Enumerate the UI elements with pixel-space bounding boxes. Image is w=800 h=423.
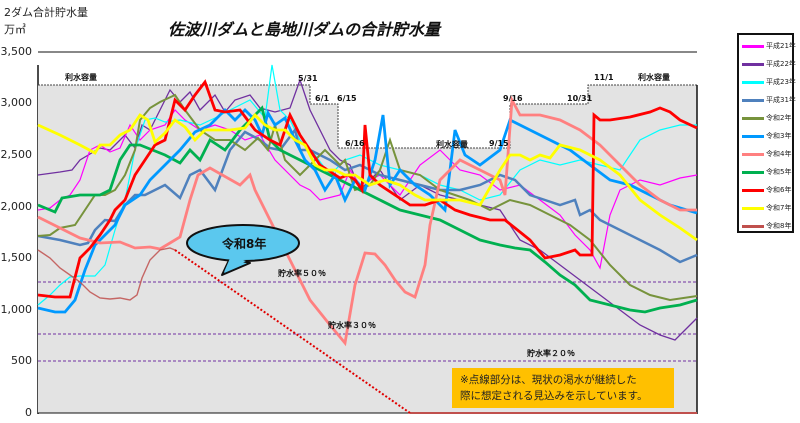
callout-label: 令和8年 (222, 237, 267, 251)
legend-item: 平成21年 (742, 39, 796, 53)
y-tick: 1,000 (0, 303, 33, 316)
legend-item: 令和6年 (742, 183, 791, 197)
capacity-label-right: 利水容量 (638, 73, 670, 82)
y-tick: 2,000 (0, 200, 33, 213)
legend-item: 平成23年 (742, 75, 796, 89)
y-tick: 0 (25, 406, 32, 419)
chart-title: 佐波川ダムと島地川ダムの合計貯水量 (168, 20, 441, 39)
legend-item: 令和7年 (742, 201, 791, 215)
legend-item: 令和5年 (742, 165, 791, 179)
legend-swatch (742, 44, 764, 48)
legend-item: 令和2年 (742, 111, 791, 125)
legend-item: 令和8年 (742, 219, 791, 233)
date-label-9-16: 9/16 (503, 94, 523, 103)
rate-30-label: 貯水率３０％ (328, 321, 376, 330)
legend-item: 平成31年 (742, 93, 796, 107)
chart-legend: 平成21年 平成22年 平成23年 平成31年 令和2年 令和3年 令和4年 令… (737, 33, 796, 233)
y-tick: 1,500 (0, 251, 33, 264)
legend-item: 平成22年 (742, 57, 796, 71)
legend-swatch (742, 62, 764, 66)
legend-swatch (742, 188, 764, 192)
note-line-1: ※点線部分は、現状の渇水が継続した (460, 374, 637, 386)
note-line-2: 際に想定される見込みを示しています。 (460, 390, 648, 402)
rate-50-label: 貯水率５０％ (278, 269, 326, 278)
date-label-6-15: 6/15 (337, 94, 357, 103)
date-label-10-31: 10/31 (567, 94, 593, 103)
legend-swatch (742, 98, 764, 102)
capacity-label-mid: 利水容量 (436, 140, 468, 149)
legend-item: 令和3年 (742, 129, 791, 143)
y-axis-unit: 万㎥ (4, 23, 26, 36)
date-label-6-16: 6/16 (345, 139, 365, 148)
note-box: ※点線部分は、現状の渇水が継続した 際に想定される見込みを示しています。 (452, 368, 674, 408)
legend-swatch (742, 206, 764, 210)
y-tick: 500 (11, 354, 32, 367)
legend-swatch (742, 116, 764, 120)
legend-swatch (742, 134, 764, 138)
date-label-11-1: 11/1 (594, 73, 614, 82)
date-label-9-15: 9/15 (489, 139, 509, 148)
y-tick: 2,500 (0, 148, 33, 161)
legend-swatch (742, 224, 764, 228)
y-axis-title: 2ダム合計貯水量 (4, 6, 88, 19)
capacity-label-left: 利水容量 (65, 73, 97, 82)
legend-swatch (742, 80, 764, 84)
date-label-6-1: 6/1 (315, 94, 330, 103)
date-label-5-31: 5/31 (298, 74, 318, 83)
legend-swatch (742, 170, 764, 174)
y-tick: 3,000 (0, 96, 33, 109)
y-tick: 3,500 (0, 45, 33, 58)
legend-item: 令和4年 (742, 147, 791, 161)
legend-swatch (742, 152, 764, 156)
rate-20-label: 貯水率２０％ (527, 349, 575, 358)
